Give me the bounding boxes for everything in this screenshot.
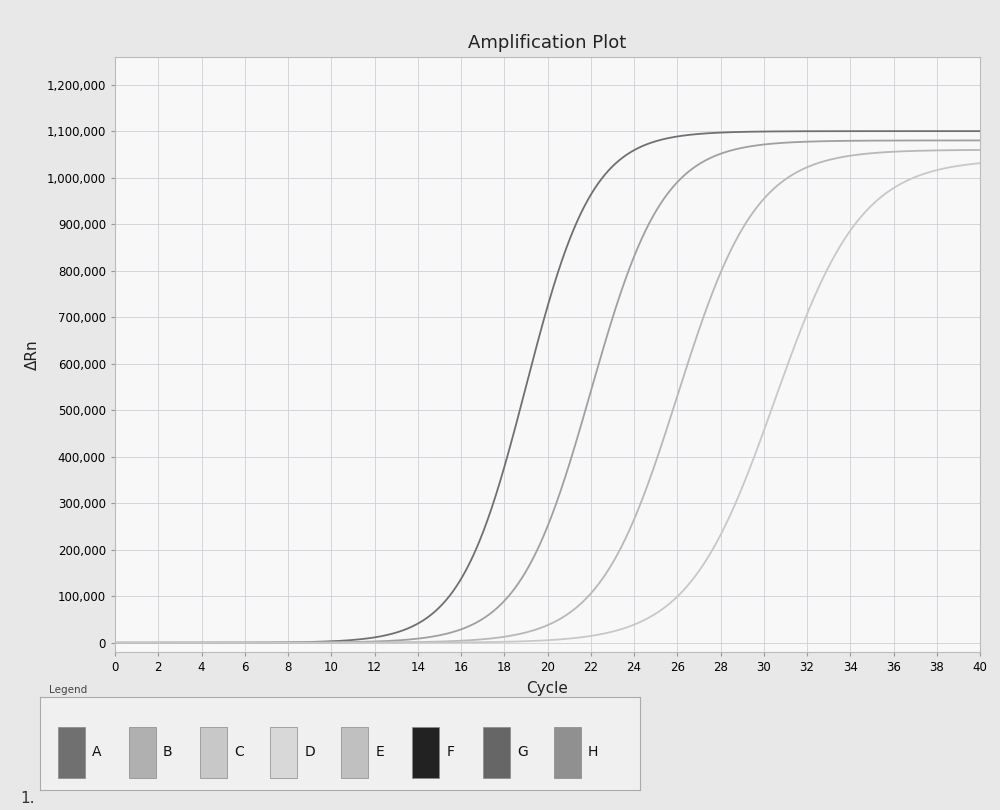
Text: H: H (588, 745, 598, 760)
FancyBboxPatch shape (341, 727, 368, 778)
Text: E: E (375, 745, 384, 760)
Text: A: A (92, 745, 102, 760)
Text: G: G (517, 745, 528, 760)
Text: C: C (234, 745, 244, 760)
FancyBboxPatch shape (200, 727, 227, 778)
Text: 1.: 1. (20, 791, 34, 806)
Text: Legend: Legend (49, 684, 87, 695)
X-axis label: Cycle: Cycle (527, 681, 568, 696)
Text: B: B (163, 745, 173, 760)
Text: D: D (305, 745, 315, 760)
FancyBboxPatch shape (270, 727, 297, 778)
Text: F: F (446, 745, 454, 760)
Title: Amplification Plot: Amplification Plot (468, 34, 627, 53)
FancyBboxPatch shape (554, 727, 581, 778)
Y-axis label: ΔRn: ΔRn (25, 339, 40, 369)
FancyBboxPatch shape (58, 727, 85, 778)
FancyBboxPatch shape (483, 727, 510, 778)
FancyBboxPatch shape (129, 727, 156, 778)
FancyBboxPatch shape (412, 727, 439, 778)
